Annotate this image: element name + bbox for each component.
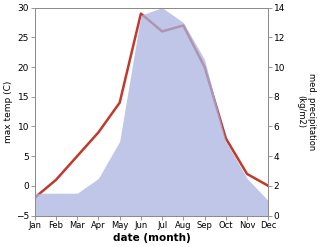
X-axis label: date (month): date (month)	[113, 233, 190, 243]
Y-axis label: med. precipitation
(kg/m2): med. precipitation (kg/m2)	[296, 73, 316, 150]
Y-axis label: max temp (C): max temp (C)	[4, 80, 13, 143]
